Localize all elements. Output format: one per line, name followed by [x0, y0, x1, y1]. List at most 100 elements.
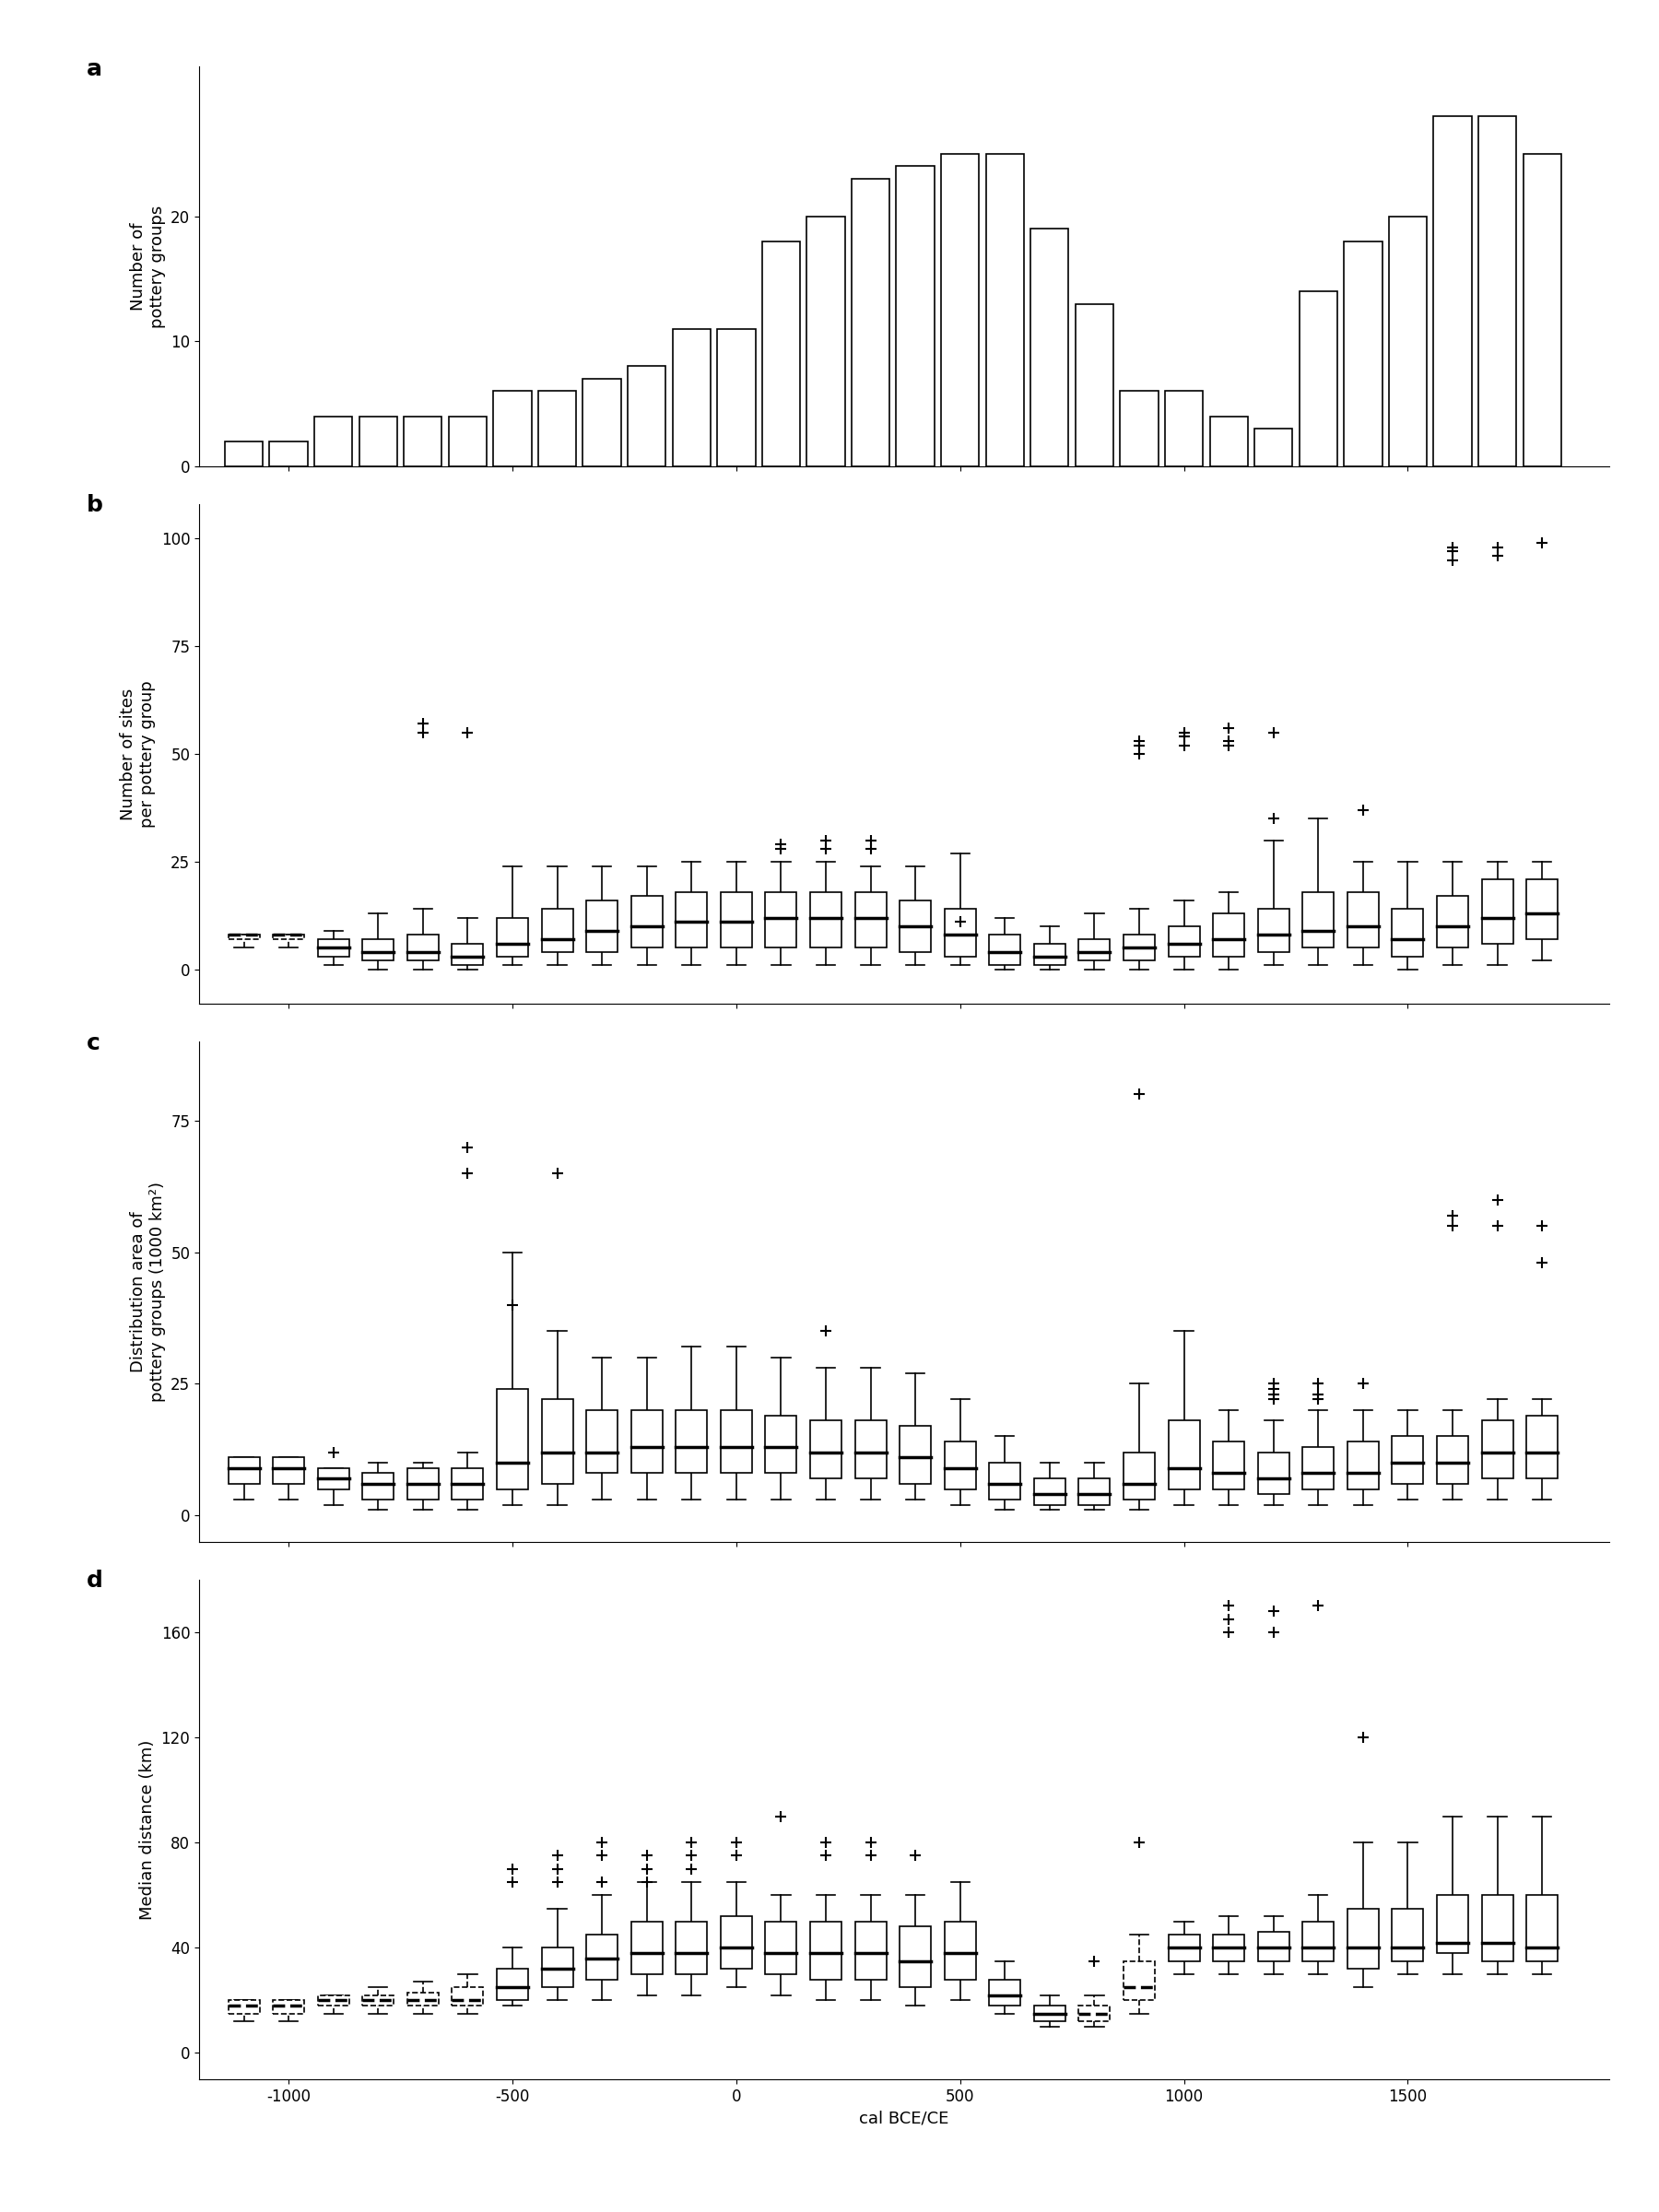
Y-axis label: Distribution area of
pottery groups (1000 km²): Distribution area of pottery groups (100…	[129, 1181, 166, 1402]
Bar	[1433, 117, 1472, 467]
Bar	[1299, 292, 1337, 467]
Bar	[1392, 1909, 1423, 1960]
Y-axis label: Number of
pottery groups: Number of pottery groups	[129, 206, 166, 327]
Bar	[1213, 1442, 1244, 1489]
Bar	[941, 155, 979, 467]
Bar	[1213, 914, 1244, 956]
Bar	[899, 1927, 931, 1986]
Bar	[586, 1409, 617, 1473]
Bar	[985, 155, 1024, 467]
Bar	[765, 1416, 796, 1473]
Bar	[406, 936, 438, 960]
Bar	[1168, 1420, 1199, 1489]
Bar	[229, 2000, 259, 2013]
Bar	[1481, 878, 1513, 945]
Bar	[1123, 1960, 1155, 2000]
Bar	[806, 217, 844, 467]
Bar	[1437, 1436, 1468, 1484]
Bar	[896, 166, 934, 467]
Bar	[314, 416, 352, 467]
Bar	[451, 1986, 483, 2006]
Bar	[1254, 429, 1292, 467]
Bar	[448, 416, 486, 467]
Bar	[406, 1469, 438, 1500]
Bar	[451, 1469, 483, 1500]
Bar	[1302, 891, 1334, 949]
Bar	[274, 936, 304, 940]
Bar	[720, 1409, 752, 1473]
Bar	[1168, 927, 1199, 956]
Bar	[1302, 1447, 1334, 1489]
Bar	[717, 330, 755, 467]
Bar	[720, 1916, 752, 1969]
Bar	[229, 1458, 259, 1484]
Text: d: d	[86, 1571, 103, 1593]
Bar	[496, 1389, 528, 1489]
Bar	[493, 392, 531, 467]
Bar	[1258, 1931, 1289, 1960]
Bar	[630, 1922, 662, 1973]
Bar	[1123, 1451, 1155, 1500]
Bar	[1078, 2006, 1110, 2022]
Y-axis label: Number of sites
per pottery group: Number of sites per pottery group	[119, 681, 156, 827]
Bar	[1258, 909, 1289, 951]
Bar	[630, 1409, 662, 1473]
Bar	[1302, 1922, 1334, 1960]
Bar	[761, 241, 800, 467]
Bar	[1481, 1896, 1513, 1960]
Bar	[810, 1922, 841, 1980]
Bar	[854, 1922, 886, 1980]
Bar	[672, 330, 710, 467]
Bar	[1478, 117, 1516, 467]
Bar	[586, 1936, 617, 1980]
Bar	[1209, 416, 1248, 467]
Bar	[1034, 945, 1065, 964]
Bar	[1034, 1478, 1065, 1504]
Bar	[1526, 878, 1558, 940]
Bar	[765, 891, 796, 949]
Bar	[675, 1409, 707, 1473]
Bar	[586, 900, 617, 951]
Bar	[319, 1995, 348, 2006]
Bar	[1213, 1936, 1244, 1960]
Bar	[1258, 1451, 1289, 1495]
Bar	[226, 440, 262, 467]
Bar	[362, 1995, 393, 2006]
Bar	[1344, 241, 1382, 467]
Text: c: c	[86, 1031, 100, 1053]
Bar	[944, 909, 975, 956]
Y-axis label: Median distance (km): Median distance (km)	[139, 1739, 156, 1920]
Bar	[854, 891, 886, 949]
Bar	[496, 918, 528, 956]
Bar	[1437, 1896, 1468, 1953]
Bar	[1347, 1442, 1379, 1489]
Bar	[1392, 1436, 1423, 1484]
Bar	[541, 1949, 572, 1986]
Bar	[765, 1922, 796, 1973]
Bar	[851, 179, 889, 467]
Bar	[675, 1922, 707, 1973]
Bar	[362, 940, 393, 960]
Bar	[899, 900, 931, 951]
Bar	[451, 945, 483, 964]
Bar	[1123, 936, 1155, 960]
Bar	[319, 940, 348, 956]
Text: b: b	[86, 493, 103, 515]
Bar	[1392, 909, 1423, 956]
Bar	[720, 891, 752, 949]
Bar	[630, 896, 662, 949]
Bar	[1389, 217, 1427, 467]
Bar	[582, 378, 620, 467]
Bar	[1347, 891, 1379, 949]
Bar	[1437, 896, 1468, 949]
Bar	[1481, 1420, 1513, 1478]
Bar	[854, 1420, 886, 1478]
Bar	[229, 936, 259, 940]
Bar	[403, 416, 441, 467]
Bar	[319, 1469, 348, 1489]
Bar	[989, 1462, 1020, 1500]
Text: a: a	[86, 58, 101, 80]
Bar	[1523, 155, 1561, 467]
Bar	[1165, 392, 1203, 467]
Bar	[496, 1969, 528, 2000]
